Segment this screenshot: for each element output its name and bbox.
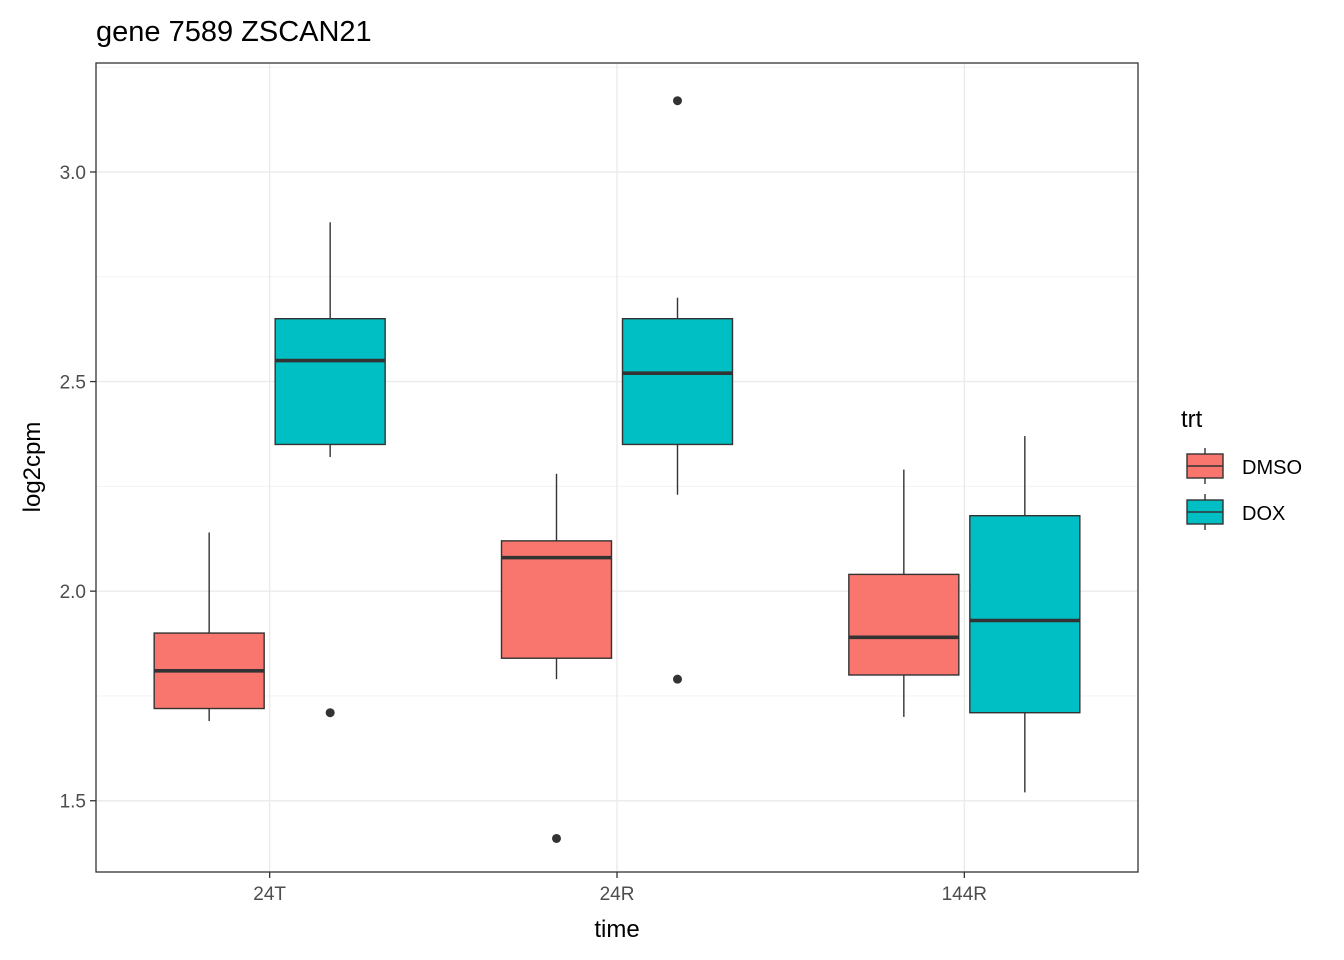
box-dox-24r	[621, 96, 734, 684]
plot-panel	[95, 62, 1139, 873]
outlier-point	[325, 708, 335, 718]
outlier-point	[673, 96, 682, 106]
y-axis: 1.5 2.0 2.5 3.0	[60, 163, 96, 813]
box-dox-144r	[969, 436, 1081, 793]
x-tick-label: 24R	[600, 884, 635, 905]
box-dmso-24t	[153, 532, 265, 722]
legend-title: trt	[1181, 406, 1203, 433]
box-dmso-24r	[500, 473, 613, 843]
grid-lines	[96, 63, 1138, 872]
box-dmso-144r	[848, 469, 960, 717]
box-iqr	[848, 573, 960, 676]
y-tick-label: 1.5	[60, 792, 86, 813]
box-series	[153, 96, 1081, 843]
box-iqr	[500, 540, 613, 659]
y-tick-label: 2.0	[60, 582, 86, 603]
x-tick-label: 24T	[253, 884, 286, 905]
legend-key-dmso	[1186, 448, 1224, 484]
legend: trt DMSO DOX	[1181, 406, 1302, 530]
outlier-point	[673, 674, 682, 684]
box-iqr	[621, 317, 734, 446]
box-iqr	[969, 515, 1081, 714]
legend-label-dox: DOX	[1242, 503, 1285, 525]
y-tick-label: 2.5	[60, 373, 86, 394]
x-axis-title: time	[594, 916, 639, 943]
box-iqr	[274, 317, 386, 446]
x-axis: 24T 24R 144R	[253, 872, 987, 905]
y-axis-title: log2cpm	[19, 422, 46, 513]
x-tick-label: 144R	[942, 884, 987, 905]
legend-label-dmso: DMSO	[1242, 457, 1302, 479]
box-dox-24t	[274, 222, 386, 718]
legend-key-dox	[1186, 494, 1224, 530]
chart-title: gene 7589 ZSCAN21	[96, 16, 372, 48]
outlier-point	[552, 833, 561, 843]
y-tick-label: 3.0	[60, 163, 86, 184]
